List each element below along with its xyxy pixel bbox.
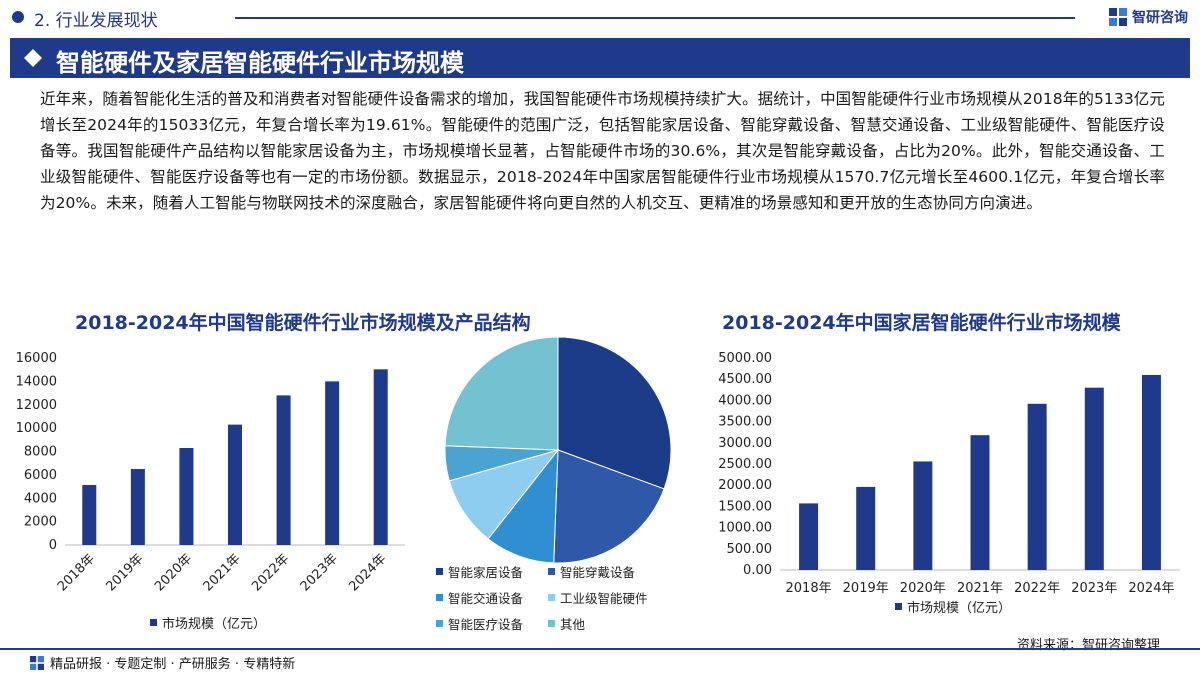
y-tick-label: 6000 — [24, 468, 57, 483]
footer: 精品研报 · 专题定制 · 产研服务 · 专精特新 — [30, 653, 295, 672]
pie-slice — [557, 336, 672, 490]
x-tick-label: 2019年 — [843, 581, 889, 596]
brand-logo: 智研咨询 — [1109, 6, 1188, 28]
y-tick-label: 500.00 — [727, 542, 773, 557]
title-bar: 智能硬件及家居智能硬件行业市场规模 — [10, 38, 1190, 78]
y-tick-label: 14000 — [16, 374, 57, 389]
bottom-divider — [0, 648, 1200, 650]
x-tick-label: 2018年 — [55, 551, 98, 594]
legend-label: 智能交通设备 — [448, 591, 524, 606]
bar — [130, 469, 145, 545]
chart-title-left: 2018-2024年中国智能硬件行业市场规模及产品结构 — [75, 312, 531, 334]
legend-swatch — [895, 603, 902, 610]
brand-mark-icon — [1109, 8, 1127, 26]
y-tick-label: 3000.00 — [718, 436, 772, 451]
bar — [373, 369, 388, 545]
x-tick-label: 2023年 — [1071, 581, 1117, 596]
legend-swatch — [150, 619, 157, 626]
legend-swatch — [548, 568, 555, 575]
brand-name: 智研咨询 — [1132, 10, 1188, 26]
x-tick-label: 2022年 — [1014, 581, 1060, 596]
y-tick-label: 0 — [49, 538, 57, 553]
bar — [82, 485, 97, 545]
x-tick-label: 2020年 — [152, 551, 195, 594]
y-tick-label: 1000.00 — [718, 521, 772, 536]
section-label: 2. 行业发展现状 — [34, 11, 158, 31]
x-tick-label: 2023年 — [298, 551, 341, 594]
legend-swatch — [548, 620, 555, 627]
y-tick-label: 8000 — [24, 445, 57, 460]
bar — [913, 461, 933, 570]
y-tick-label: 4000.00 — [718, 393, 772, 408]
y-tick-label: 16000 — [16, 351, 57, 366]
source-note: 资料来源：智研咨询整理 — [1016, 638, 1160, 653]
y-tick-label: 4500.00 — [718, 372, 772, 387]
bar — [1141, 374, 1161, 570]
legend-label: 市场规模（亿元） — [162, 616, 266, 632]
bar — [228, 424, 242, 545]
y-tick-label: 5000.00 — [718, 351, 772, 366]
x-tick-label: 2022年 — [249, 551, 292, 594]
chart-title-right: 2018-2024年中国家居智能硬件行业市场规模 — [722, 312, 1121, 334]
top-divider — [235, 17, 1075, 19]
bar — [179, 447, 194, 545]
legend-swatch — [436, 568, 443, 575]
legend-swatch — [548, 594, 555, 601]
pie-slice — [487, 448, 559, 564]
legend-label: 市场规模（亿元） — [907, 600, 1011, 616]
x-tick-label: 2024年 — [1128, 581, 1174, 596]
top-bar: 2. 行业发展现状 智研咨询 — [0, 0, 1200, 36]
bar — [799, 503, 819, 570]
y-tick-label: 3500.00 — [718, 415, 772, 430]
x-tick-label: 2020年 — [900, 581, 946, 596]
y-tick-label: 12000 — [16, 398, 57, 413]
bar — [1084, 387, 1104, 570]
footer-brand-icon — [30, 655, 44, 670]
legend-label: 智能医疗设备 — [448, 617, 524, 632]
section-bullet-icon — [12, 11, 24, 23]
page-title: 智能硬件及家居智能硬件行业市场规模 — [56, 49, 464, 77]
bar — [856, 486, 876, 570]
x-tick-label: 2018年 — [786, 581, 832, 596]
y-tick-label: 2000.00 — [718, 478, 772, 493]
footer-services: 精品研报 · 专题定制 · 产研服务 · 专精特新 — [50, 657, 296, 672]
y-tick-label: 2500.00 — [718, 457, 772, 472]
x-tick-label: 2019年 — [103, 551, 146, 594]
legend-label: 智能家居设备 — [448, 565, 524, 580]
legend-swatch — [436, 594, 443, 601]
x-tick-label: 2021年 — [957, 581, 1003, 596]
y-tick-label: 0.00 — [743, 563, 772, 578]
bar — [970, 435, 990, 570]
y-tick-label: 10000 — [16, 421, 57, 436]
legend-label: 工业级智能硬件 — [560, 591, 648, 606]
bar-chart-smart-hardware: 0 2000 4000 6000 8000 10000 12000 14000 16000 201… — [16, 351, 405, 632]
x-tick-label: 2024年 — [346, 551, 389, 594]
legend-label: 其他 — [560, 617, 586, 632]
bar — [1027, 403, 1047, 570]
legend-swatch — [436, 620, 443, 627]
pie-slice — [553, 449, 665, 564]
bar — [325, 381, 340, 545]
diamond-icon — [24, 49, 42, 67]
bar — [276, 395, 291, 545]
bar-chart-home-hardware: 0.00 500.00 1000.00 1500.00 2000.00 2500.00 30… — [718, 351, 1180, 616]
pie-slice — [448, 449, 560, 540]
y-tick-label: 1500.00 — [718, 499, 772, 514]
pie-slice — [444, 336, 559, 451]
y-tick-label: 2000 — [24, 515, 57, 530]
intro-paragraph: 近年来，随着智能化生活的普及和消费者对智能硬件设备需求的增加，我国智能硬件市场规… — [40, 90, 1165, 212]
x-tick-label: 2021年 — [201, 551, 244, 594]
legend-label: 智能穿戴设备 — [560, 565, 636, 580]
y-tick-label: 4000 — [24, 491, 57, 506]
